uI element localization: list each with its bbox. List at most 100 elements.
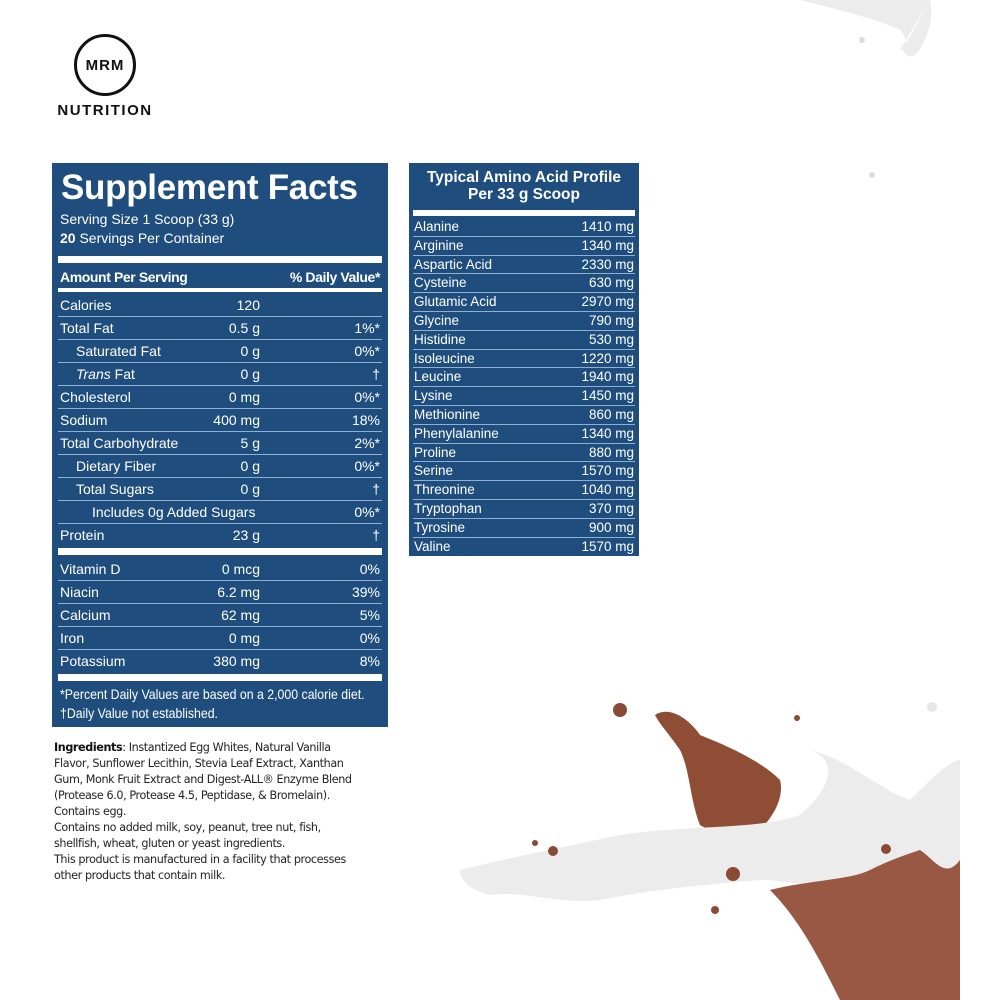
supplement-facts-title: Supplement Facts: [61, 168, 358, 207]
amino-amount: 1410 mg: [581, 219, 634, 234]
brand-name: NUTRITION: [57, 102, 153, 119]
ingredients-list: : Instantized Egg Whites, Natural Vanill…: [54, 741, 352, 802]
nutrient-name-text: Includes 0g Added Sugars: [92, 504, 256, 520]
nutrient-row: Total Carbohydrate 5 g 2%*: [58, 432, 382, 455]
nutrient-name-text: Fat: [110, 366, 135, 382]
amino-name: Tyrosine: [414, 519, 466, 535]
divider-thick: [58, 256, 382, 263]
amino-amount: 2970 mg: [581, 294, 634, 310]
amino-title-line2: Per 33 g Scoop: [468, 186, 580, 203]
amino-rows: Alanine 1410 mg Arginine 1340 mg Aspartic Ac…: [413, 218, 635, 555]
ingredients-label: Ingredients: [54, 741, 123, 754]
footnote-not-established: †Daily Value not established.: [60, 705, 218, 721]
nutrient-name: Sodium: [60, 409, 200, 431]
amino-name: Proline: [414, 444, 457, 460]
contains-statement: Contains egg.: [54, 805, 127, 818]
nutrient-amount: 0 g: [240, 366, 260, 382]
servings-count: 20: [60, 230, 76, 246]
milk-droplet: [859, 37, 865, 43]
amino-amount: 370 mg: [588, 500, 634, 516]
nutrient-row: Saturated Fat 0 g 0%*: [58, 340, 382, 363]
amino-amount: 530 mg: [588, 331, 634, 347]
nutrient-daily-value: 0%*: [354, 458, 380, 474]
divider-medium: [58, 288, 382, 292]
nutrient-amount: 62 mg: [221, 607, 260, 623]
nutrient-row: Calories 120: [58, 294, 382, 317]
amino-row: Aspartic Acid 2330 mg: [413, 256, 635, 275]
serving-size: Serving Size 1 Scoop (33 g): [60, 211, 235, 227]
nutrient-daily-value: 1%*: [354, 320, 380, 336]
header-daily-value: % Daily Value*: [289, 269, 381, 285]
amino-amount: 1450 mg: [581, 388, 634, 404]
amino-row: Glycine 790 mg: [413, 312, 635, 331]
chocolate-droplet: [532, 840, 538, 846]
nutrient-name: Total Carbohydrate: [60, 432, 200, 454]
amino-amount: 1220 mg: [581, 350, 634, 366]
nutrient-row: Niacin 6.2 mg 39%: [58, 581, 382, 604]
nutrient-name: Total Fat: [60, 317, 200, 339]
facts-header-row: Amount Per Serving % Daily Value*: [58, 266, 382, 288]
nutrient-row: Sodium 400 mg 18%: [58, 409, 382, 432]
servings-label: Servings Per Container: [75, 230, 225, 246]
amino-name: Arginine: [414, 237, 464, 253]
divider-thick: [58, 674, 382, 681]
chocolate-droplet: [711, 906, 719, 914]
nutrient-daily-value: 8%: [359, 653, 380, 669]
vitamin-rows: Vitamin D 0 mcg 0% Niacin 6.2 mg 39% Calcium 62…: [58, 558, 382, 672]
nutrient-amount: 5 g: [240, 435, 260, 451]
divider-thick: [58, 548, 382, 555]
nutrient-name-text: Saturated Fat: [76, 343, 161, 359]
nutrient-name: Dietary Fiber: [60, 455, 200, 477]
nutrient-name-text: Cholesterol: [60, 389, 131, 405]
nutrient-amount: 120: [236, 297, 260, 313]
allergen-statement: Contains no added milk, soy, peanut, tre…: [54, 821, 321, 850]
amino-row: Proline 880 mg: [413, 444, 635, 463]
amino-row: Lysine 1450 mg: [413, 387, 635, 406]
amino-name: Histidine: [414, 331, 466, 347]
nutrient-row: Iron 0 mg 0%: [58, 627, 382, 650]
amino-name: Valine: [414, 538, 451, 554]
nutrient-amount: 6.2 mg: [217, 584, 260, 600]
nutrient-amount: 380 mg: [213, 653, 260, 669]
nutrient-amount: 400 mg: [213, 412, 260, 428]
amino-title: Typical Amino Acid Profile Per 33 g Scoo…: [413, 169, 635, 203]
amino-amount: 2330 mg: [581, 256, 634, 272]
amino-name: Isoleucine: [414, 350, 475, 366]
nutrient-amount: 23 g: [232, 527, 260, 543]
chocolate-splash-lower: [770, 850, 960, 1000]
ingredients-text: Ingredients: Instantized Egg Whites, Nat…: [54, 740, 354, 884]
amino-name: Glutamic Acid: [414, 294, 497, 310]
amino-row: Glutamic Acid 2970 mg: [413, 293, 635, 312]
brand-logo: MRM NUTRITION: [46, 34, 164, 119]
nutrient-daily-value: 0%*: [354, 343, 380, 359]
divider-thick: [413, 210, 635, 216]
nutrient-name: Total Sugars: [60, 478, 200, 500]
nutrient-row: Dietary Fiber 0 g 0%*: [58, 455, 382, 478]
amino-amount: 630 mg: [588, 275, 634, 291]
chocolate-droplet: [881, 844, 891, 854]
nutrient-name: Calories: [60, 294, 200, 316]
amino-amount: 1040 mg: [581, 482, 634, 498]
nutrient-daily-value: 0%*: [354, 504, 380, 520]
amino-amount: 900 mg: [588, 519, 634, 535]
nutrient-amount: 0 mg: [228, 630, 260, 646]
nutrient-amount: 0.5 g: [228, 320, 260, 336]
nutrient-name-text: Calories: [60, 297, 112, 313]
chocolate-droplet: [548, 846, 558, 856]
amino-name: Phenylalanine: [414, 425, 499, 441]
nutrient-name: Potassium: [60, 650, 200, 672]
nutrient-name: Iron: [60, 627, 200, 649]
chocolate-droplet: [726, 867, 740, 881]
amino-row: Alanine 1410 mg: [413, 218, 635, 237]
nutrient-amount: 0 g: [240, 481, 260, 497]
amino-row: Threonine 1040 mg: [413, 481, 635, 500]
amino-row: Leucine 1940 mg: [413, 368, 635, 388]
amino-row: Tyrosine 900 mg: [413, 519, 635, 538]
amino-amount: 1340 mg: [581, 425, 634, 441]
nutrient-name: Trans Fat: [60, 363, 200, 385]
facility-statement: This product is manufactured in a facili…: [54, 853, 346, 882]
supplement-facts-panel: Supplement Facts Serving Size 1 Scoop (3…: [52, 163, 388, 727]
logo-mark: MRM: [74, 34, 136, 96]
nutrient-amount: 0 mcg: [221, 561, 260, 577]
nutrient-daily-value: 0%*: [354, 389, 380, 405]
